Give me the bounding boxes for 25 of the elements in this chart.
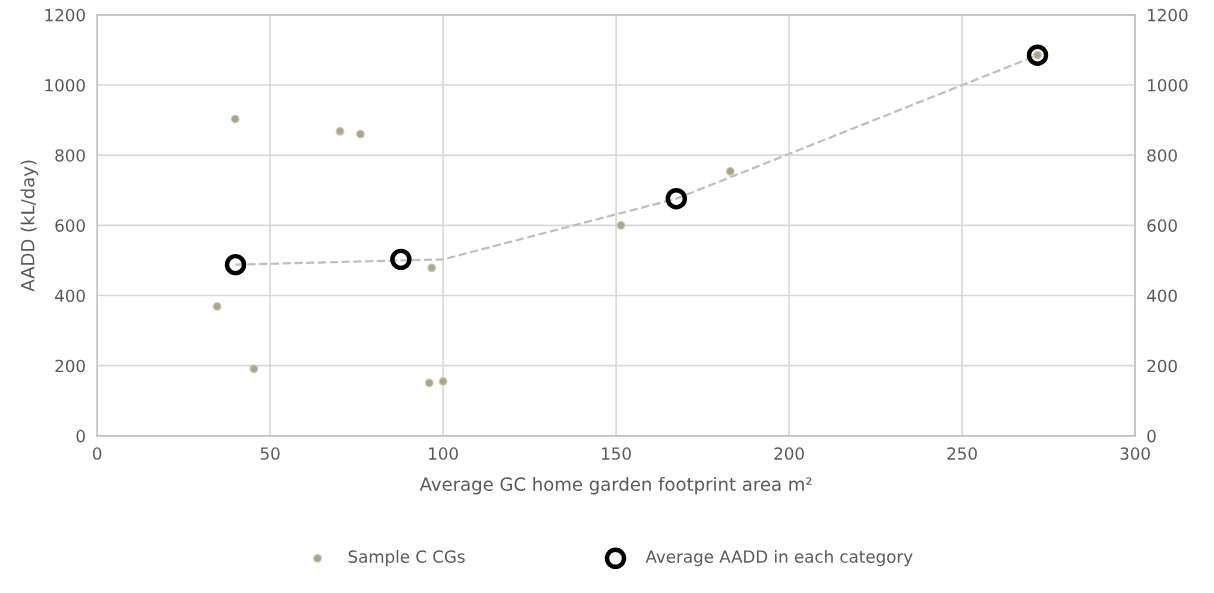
y-tick-label: 200 (55, 359, 85, 373)
y-tick-label: 600 (55, 219, 85, 232)
y-tick-label: 800 (55, 149, 85, 162)
y2-tick-label: 0 (1147, 429, 1156, 443)
x-tick-label: 150 (602, 447, 631, 460)
y-tick-label: 1000 (45, 78, 85, 92)
legend-label: Average AADD in each category (645, 550, 913, 567)
legend-label: Sample C CGs (348, 550, 465, 567)
x-tick-label: 250 (947, 447, 977, 460)
y-tick-label: 400 (55, 289, 85, 303)
x-axis-title: Average GC home garden footprint area m² (419, 476, 812, 495)
x-tick-label: 0 (92, 447, 102, 460)
y-tick-label: 1200 (45, 8, 85, 22)
y2-tick-label: 1200 (1148, 8, 1188, 22)
y2-tick-label: 600 (1147, 219, 1177, 232)
x-tick-label: 100 (429, 447, 458, 460)
x-tick-label: 300 (1120, 447, 1150, 460)
y2-tick-label: 200 (1147, 359, 1177, 373)
x-tick-label: 50 (260, 447, 280, 460)
y2-tick-label: 400 (1147, 289, 1177, 303)
y-axis-title: AADD (kL/day) (20, 160, 39, 292)
y-tick-label: 0 (76, 429, 85, 443)
y2-tick-label: 800 (1147, 149, 1177, 162)
x-tick-label: 200 (774, 447, 804, 460)
y2-tick-label: 1000 (1148, 78, 1188, 92)
